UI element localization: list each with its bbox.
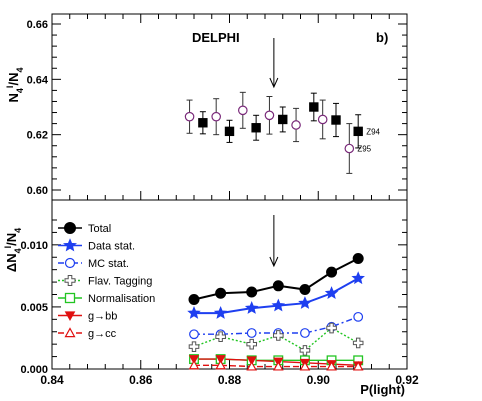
z94-point <box>224 126 235 137</box>
x-tick-label: 0.90 <box>307 373 331 387</box>
legend-marker-normalisation <box>64 292 76 304</box>
top-series-labels: Z94 Z95 <box>357 127 380 153</box>
arrow-head <box>269 256 279 268</box>
g-cc-point <box>272 360 284 371</box>
flav-tagging-point <box>246 338 257 350</box>
z95-point <box>238 105 248 116</box>
g-cc-point <box>188 359 200 370</box>
bottom-arrow-marker <box>269 215 279 268</box>
z94-point <box>198 118 208 128</box>
g-bb-point <box>215 355 226 365</box>
experiment-label: DELPHI <box>192 30 240 45</box>
g-cc-point <box>215 359 226 370</box>
z94-point <box>353 126 363 137</box>
total-point <box>272 280 284 292</box>
total-point <box>352 252 364 264</box>
legend-marker-total <box>64 222 76 234</box>
z94-point <box>331 115 341 125</box>
top-data-marks <box>184 91 363 174</box>
legend-marker-flav-tagging <box>64 275 76 286</box>
z95-point <box>291 120 301 130</box>
series-label-z94: Z94 <box>366 127 380 136</box>
arrow-head <box>269 77 279 89</box>
z95-point <box>211 111 221 122</box>
total-point <box>215 287 227 299</box>
flav-tagging-point <box>215 331 226 343</box>
top-y-tick-label: 0.62 <box>27 130 48 142</box>
top-arrow-marker <box>269 38 279 89</box>
legend-label-normalisation: Normalisation <box>88 293 155 305</box>
top-x-axis <box>51 14 408 200</box>
legend-label-g-cc: g→cc <box>88 328 117 340</box>
g-cc-point <box>299 360 311 371</box>
total-point <box>299 284 311 296</box>
flav-tagging-point <box>188 341 200 352</box>
series-label-z95: Z95 <box>357 145 371 154</box>
z95-point <box>184 111 195 122</box>
legend-label-g-bb: g→bb <box>88 311 117 323</box>
bottom-ylabel: ΔN4l/N4 <box>3 228 23 272</box>
top-y-tick-label: 0.60 <box>27 185 48 197</box>
legend-label-total: Total <box>88 223 111 235</box>
bottom-data-marks <box>187 252 365 371</box>
z94-point <box>251 123 261 133</box>
legend-marker-mc-stat <box>64 257 76 269</box>
x-tick-label: 0.88 <box>218 373 242 387</box>
x-tick-label: 0.92 <box>395 373 419 387</box>
g-cc-point <box>326 360 337 371</box>
x-tick-label: 0.84 <box>40 373 64 387</box>
bottom-y-tick-label: 0.000 <box>20 364 48 376</box>
g-bb-point <box>188 355 200 365</box>
top-y-axis: 0.60 0.62 0.64 0.66 <box>27 19 407 197</box>
bottom-panel: ΔN4l/N4 0.000 0.005 0.010 0.84 0.86 0.88 0.90… <box>3 199 419 397</box>
data-stat-point <box>187 306 201 319</box>
data-stat-point <box>298 296 312 309</box>
flav-tagging-point <box>273 330 284 341</box>
z94-point <box>309 102 319 112</box>
total-point <box>188 293 200 305</box>
bottom-y-tick-label: 0.010 <box>20 240 48 252</box>
top-ylabel: N4l/N4 <box>5 68 25 103</box>
total-point <box>246 286 258 298</box>
bottom-x-axis: 0.84 0.86 0.88 0.90 0.92 <box>40 360 419 387</box>
z95-point <box>317 114 328 125</box>
mc-stat-point <box>300 328 310 338</box>
legend-marker-g-bb <box>64 311 76 322</box>
data-stat-point <box>271 298 286 312</box>
z95-point <box>264 110 275 121</box>
bottom-y-tick-label: 0.005 <box>20 302 48 314</box>
mc-stat-point <box>246 328 257 338</box>
z94-point <box>278 114 288 125</box>
legend-label-flav-tagging: Flav. Tagging <box>88 276 152 288</box>
panel-label: b) <box>376 30 388 45</box>
x-tick-label: 0.86 <box>129 373 153 387</box>
x-axis-label: P(light) <box>360 382 405 397</box>
flav-tagging-point <box>326 322 337 334</box>
data-stat-point <box>213 306 228 319</box>
data-stat-point <box>244 301 259 314</box>
legend-label-data-stat: Data stat. <box>88 241 135 253</box>
g-cc-point <box>246 360 258 371</box>
total-point <box>326 266 338 278</box>
legend-marker-data-stat <box>63 238 77 252</box>
flav-tagging-point <box>299 345 311 356</box>
legend-marker-g-cc <box>64 327 76 338</box>
top-panel: DELPHI b) N4l/N4 0.60 0.62 0.64 0.66 Z94 Z95 <box>5 13 408 201</box>
legend-label-mc-stat: MC stat. <box>88 258 129 270</box>
legend: Total Data stat. MC stat. Flav. Tagging Norm… <box>58 222 155 340</box>
top-y-tick-label: 0.66 <box>27 19 48 31</box>
mc-stat-point <box>189 329 199 340</box>
mc-stat-point <box>353 311 364 322</box>
g-cc-point <box>352 360 364 371</box>
z95-point <box>344 143 355 154</box>
g-bb-point <box>246 356 257 366</box>
bottom-y-axis: 0.000 0.005 0.010 <box>20 219 407 376</box>
data-stat-point <box>351 271 365 285</box>
top-y-tick-label: 0.64 <box>27 74 49 86</box>
flav-tagging-point <box>352 337 364 349</box>
data-stat-point <box>324 286 339 300</box>
